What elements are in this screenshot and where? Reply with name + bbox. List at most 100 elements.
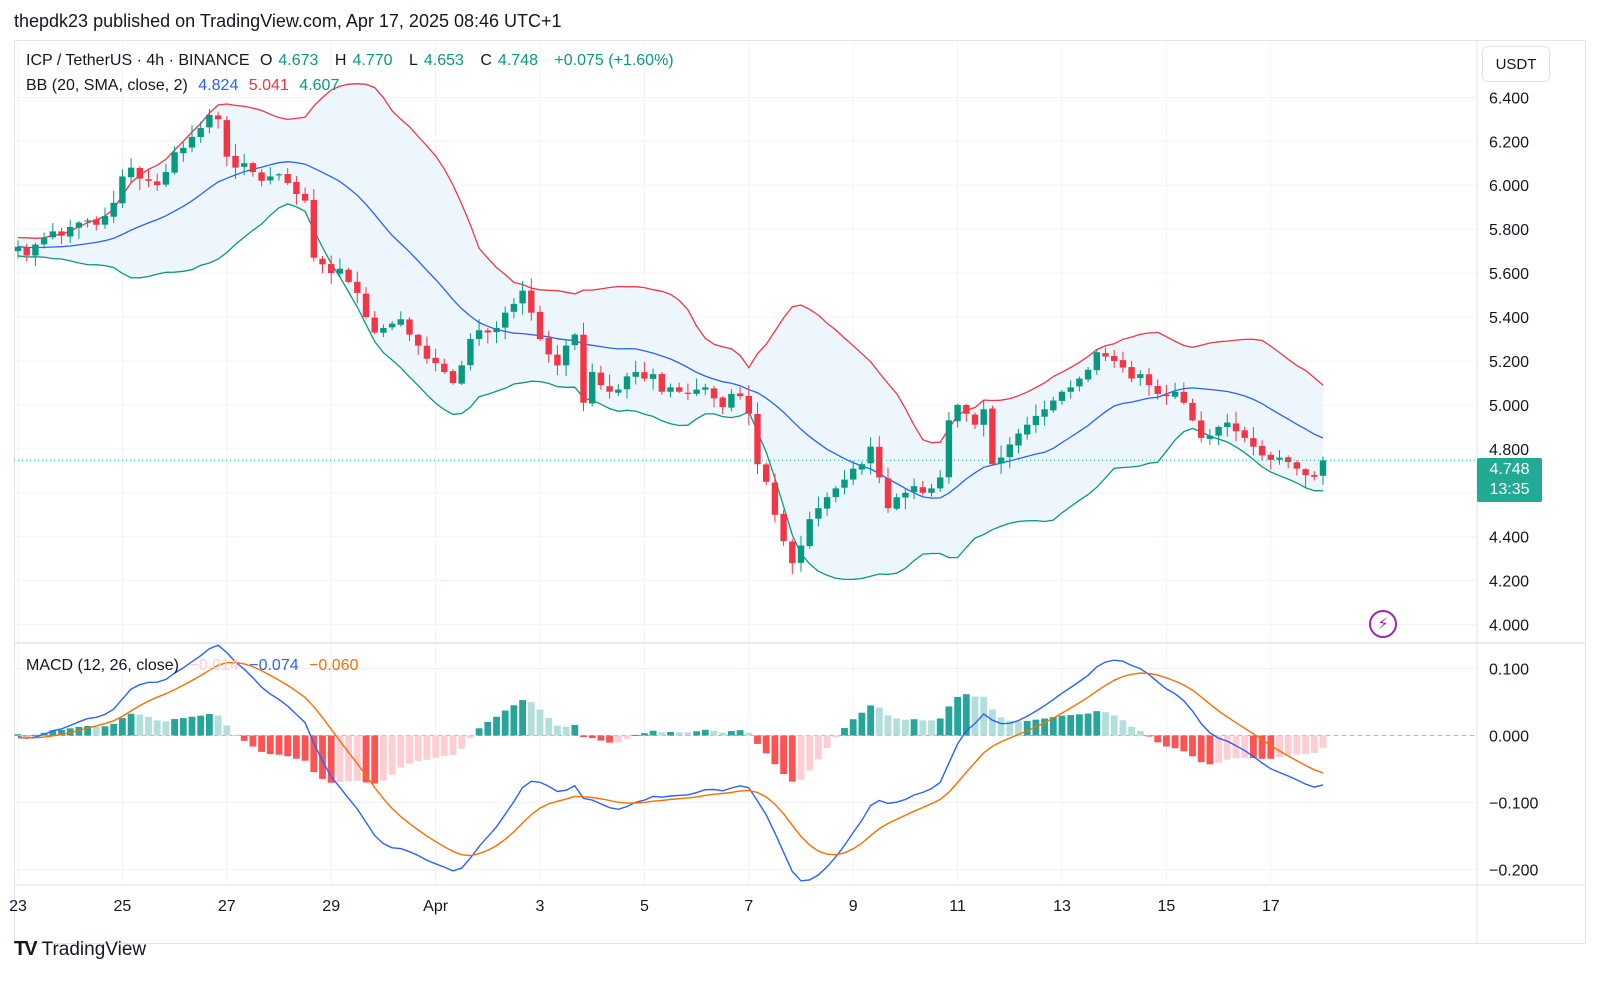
macd-histogram-bar	[710, 730, 718, 736]
macd-title[interactable]: MACD (12, 26, close)	[26, 657, 179, 674]
lightning-bolt-icon[interactable]: ⚡	[1369, 610, 1397, 638]
candle	[1232, 411, 1240, 442]
macd-histogram-bar	[1049, 717, 1057, 736]
macd-histogram-bar	[554, 725, 561, 736]
macd-histogram-bar	[145, 716, 152, 736]
macd-histogram-bar	[1076, 714, 1083, 736]
candle	[49, 223, 56, 240]
candle	[510, 298, 518, 319]
bb-title[interactable]: BB (20, SMA, close, 2)	[26, 77, 188, 94]
macd-histogram-bar	[841, 728, 848, 736]
candle-body	[101, 215, 109, 225]
macd-histogram-bar	[362, 735, 370, 783]
candle	[206, 108, 213, 134]
candle	[763, 462, 770, 486]
macd-histogram-bar	[1258, 735, 1266, 759]
candle	[823, 492, 831, 516]
candle-body	[40, 237, 48, 245]
candle-body	[493, 328, 500, 333]
candle-body	[484, 330, 491, 333]
candle	[850, 460, 857, 485]
macd-histogram-bar	[971, 696, 979, 736]
price-axis-label: 5.600	[1489, 266, 1529, 283]
candle-body	[1180, 391, 1187, 403]
candle	[841, 470, 848, 495]
candle-body	[284, 174, 291, 184]
publisher-credit: thepdk23 published on TradingView.com, A…	[14, 11, 562, 31]
macd-histogram-bar	[1154, 735, 1162, 743]
macd-histogram-bar	[545, 718, 553, 736]
candle	[84, 217, 91, 228]
candle	[345, 267, 352, 284]
candle	[1241, 426, 1248, 443]
candle-body	[388, 323, 396, 328]
price-axis-label: 5.200	[1489, 354, 1529, 371]
candle	[780, 509, 787, 547]
candle-body	[1163, 394, 1170, 397]
candle	[1050, 396, 1057, 413]
candle-body	[1198, 420, 1205, 438]
macd-histogram-bar	[1267, 735, 1275, 759]
candle-body	[1111, 355, 1118, 361]
candle-body	[562, 345, 570, 366]
bar-countdown: 13:35	[1489, 481, 1530, 498]
candle	[910, 478, 918, 500]
macd-histogram-bar	[223, 725, 231, 736]
candle-body	[14, 246, 22, 252]
macd-histogram-bar	[275, 735, 283, 755]
candle-body	[771, 482, 779, 515]
candle	[1171, 382, 1179, 400]
macd-histogram-bar	[58, 730, 65, 736]
macd-histogram-bar	[1215, 735, 1222, 763]
macd-histogram-bar	[136, 714, 144, 736]
macd-axis-label: 0.000	[1489, 729, 1529, 746]
candle-body	[127, 167, 135, 178]
candle-body	[980, 409, 987, 425]
macd-histogram-bar	[319, 735, 326, 779]
macd-histogram-bar	[101, 726, 109, 736]
candle	[14, 240, 22, 259]
candle-body	[1093, 352, 1100, 371]
currency-unit-button[interactable]: USDT	[1482, 46, 1550, 82]
macd-histogram-bar	[458, 735, 466, 749]
candle	[197, 121, 204, 143]
candle-body	[806, 519, 813, 547]
candle-body	[1041, 409, 1048, 417]
macd-histogram-bar	[284, 735, 292, 757]
macd-histogram-bar	[962, 694, 970, 736]
candle	[858, 461, 866, 475]
candle-body	[371, 317, 378, 333]
candle	[93, 216, 100, 231]
candle-body	[1137, 374, 1144, 378]
candle	[902, 487, 909, 510]
macd-signal-line	[17, 661, 1324, 857]
candle-body	[1024, 424, 1031, 435]
candle	[1032, 404, 1040, 433]
candle-body	[93, 219, 100, 225]
candle	[867, 437, 874, 475]
candle	[528, 278, 535, 321]
candle	[275, 173, 283, 181]
bb-basis-value: 4.824	[198, 77, 239, 94]
macd-histogram-bar	[736, 730, 744, 736]
candle-body	[841, 479, 848, 488]
candle	[815, 496, 822, 527]
macd-histogram-bar	[475, 728, 483, 736]
chart-frame	[14, 40, 1586, 944]
candle	[1058, 390, 1066, 405]
candle	[1128, 360, 1135, 383]
candle-body	[1050, 400, 1057, 411]
candle-body	[571, 334, 578, 346]
candle	[258, 168, 265, 187]
candle-body	[519, 290, 526, 304]
price-axis-label: 5.400	[1489, 310, 1529, 327]
candle	[797, 535, 805, 572]
macd-histogram-bar	[771, 735, 779, 765]
symbol-title[interactable]: ICP / TetherUS · 4h · BINANCE	[26, 52, 250, 69]
candle	[615, 384, 622, 396]
macd-histogram-bar	[936, 718, 944, 736]
macd-histogram-bar	[406, 735, 413, 764]
macd-histogram-bar	[188, 716, 196, 736]
macd-histogram-bar	[301, 735, 309, 761]
